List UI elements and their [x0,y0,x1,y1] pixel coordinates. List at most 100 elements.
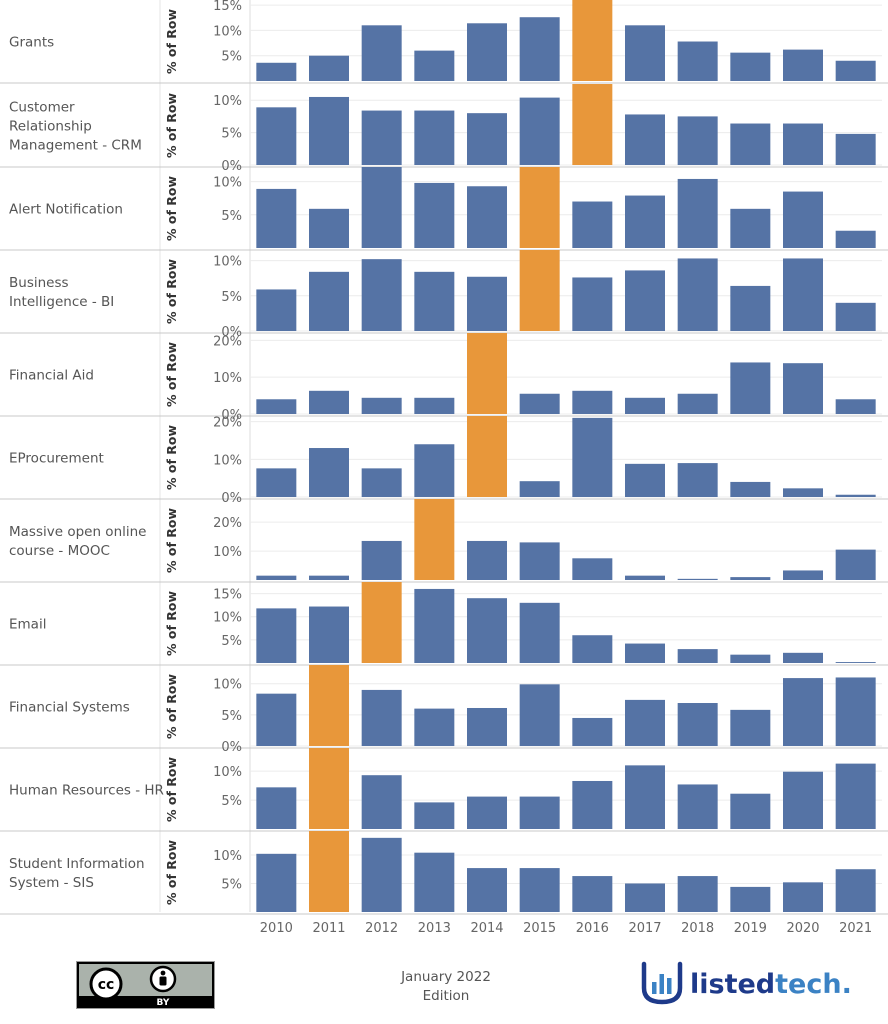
bar-2020 [783,363,823,414]
bar-2010 [256,853,297,912]
logo-text-listed: listed [690,969,775,1000]
bar-2011 [309,390,349,414]
row-label: Massive open online course - MOOC [9,524,147,559]
bar-2014 [467,276,507,331]
y-tick-label: 10% [213,255,242,270]
bar-2021 [835,662,876,663]
y-axis-title: % of Row [164,591,179,656]
creative-commons-by-badge: cc BY [76,961,215,1009]
bar-2011 [309,831,349,912]
bar-2010 [256,787,297,829]
bar-2011 [309,448,349,497]
x-tick-label: 2014 [470,921,503,936]
bar-2017 [625,643,665,663]
bar-2012 [361,468,402,497]
bar-2012 [361,582,402,663]
bar-2017 [625,575,665,580]
bar-2015 [519,97,560,165]
y-tick-label: 0% [221,408,242,423]
panel-4: 0% 5% 10% Business Intelligence - BI % of Row [0,250,888,340]
bar-2016 [572,0,613,81]
bar-2015 [519,17,560,81]
bar-2020 [783,123,823,165]
bar-2021 [835,677,876,746]
y-tick-label: 5% [221,127,242,142]
x-tick-label: 2012 [365,921,398,936]
bar-2014 [467,186,507,248]
bar-2010 [256,399,297,414]
bar-2017 [625,463,665,497]
bar-2019 [730,481,771,497]
row-label: Grants [9,35,54,51]
bar-2019 [730,886,771,912]
y-tick-label: 10% [213,24,242,39]
y-tick-label: 10% [213,176,242,191]
x-tick-label: 2018 [681,921,714,936]
bar-2020 [783,678,823,746]
license-by-label: BY [157,998,170,1008]
bar-2017 [625,25,665,81]
bar-2011 [309,665,349,746]
bar-2015 [519,393,560,414]
bar-2012 [361,775,402,829]
svg-text:listedtech.: listedtech. [690,969,852,1000]
bar-2018 [677,41,718,81]
y-tick-label: 10% [213,849,242,864]
small-multiples-bar-chart: 5% 10% 15% Grants % of Row 0% 5% 10% Customer Rel… [0,0,888,936]
bar-2010 [256,62,297,81]
bar-2020 [783,488,823,497]
x-tick-label: 2016 [576,921,609,936]
y-tick-label: 10% [213,678,242,693]
y-tick-label: 10% [213,765,242,780]
row-label: Email [9,617,46,633]
y-tick-label: 20% [213,334,242,349]
cc-icon: cc [98,977,115,993]
bar-2012 [361,167,402,248]
edition-date: January 2022 [401,969,491,985]
bar-2020 [783,570,823,580]
bar-2018 [677,876,718,912]
logo-text-tech: tech [775,969,841,1000]
y-tick-label: 0% [221,159,242,174]
bar-2010 [256,468,297,497]
bar-2016 [572,84,613,165]
y-axis-title: % of Row [164,259,179,324]
y-axis-title: % of Row [164,840,179,905]
bar-2013 [414,50,455,81]
row-label: Alert Notification [9,202,123,218]
y-axis-title: % of Row [164,93,179,158]
bar-2021 [835,302,876,331]
bar-2012 [361,259,402,331]
bar-2011 [309,208,349,248]
bar-2016 [572,417,613,497]
bar-2015 [519,796,560,829]
bar-2020 [783,49,823,81]
row-label: Financial Aid [9,368,94,384]
bar-2015 [519,481,560,497]
bar-2018 [677,578,718,580]
bar-2018 [677,649,718,663]
bar-2014 [467,868,507,912]
x-tick-label: 2017 [628,921,661,936]
y-axis-title: % of Row [164,342,179,407]
bar-2017 [625,195,665,248]
panel-6: 0% 10% 20% EProcurement % of Row [0,416,888,506]
bar-2016 [572,717,613,746]
panel-5: 0% 10% 20% Financial Aid % of Row [0,333,888,423]
bar-2010 [256,188,297,248]
bar-2014 [467,416,507,497]
y-tick-label: 10% [213,545,242,560]
bar-2012 [361,25,402,81]
bar-2017 [625,270,665,331]
bar-2016 [572,780,613,829]
bar-2019 [730,123,771,165]
panel-2: 0% 5% 10% Customer Relationship Management - … [0,84,888,174]
bar-2016 [572,390,613,414]
bar-2021 [835,549,876,580]
panel-7: 10% 20% Massive open online course - MOOC % … [0,499,888,583]
bar-2011 [309,575,349,580]
x-tick-label: 2011 [312,921,345,936]
bar-2017 [625,765,665,829]
x-tick-label: 2021 [839,921,872,936]
bar-2021 [835,494,876,497]
